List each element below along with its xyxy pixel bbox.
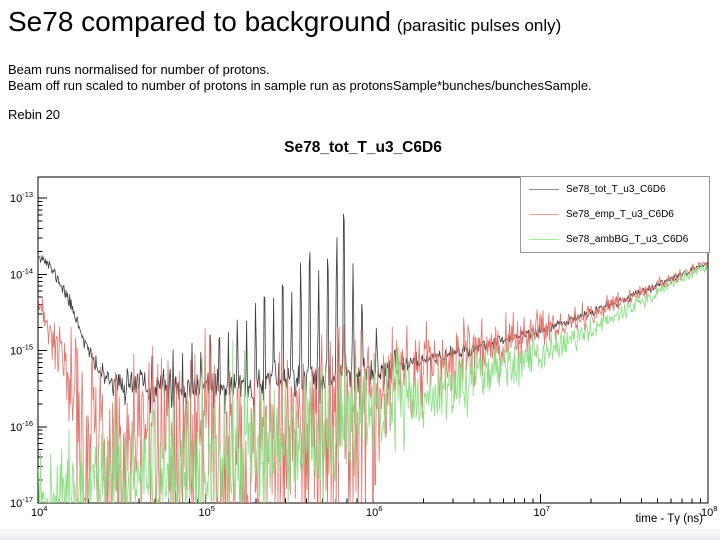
- y-tick-label: 10-17: [10, 495, 33, 510]
- x-axis-title: time - Tγ (ns): [635, 513, 703, 525]
- y-tick-label: 10-15: [10, 343, 33, 358]
- page-title: Se78 compared to background: [8, 6, 391, 37]
- legend-label: Se78_tot_T_u3_C6D6: [566, 184, 666, 195]
- note-normalised: Beam runs normalised for number of proto…: [8, 62, 270, 77]
- legend-line-sample: [529, 189, 559, 190]
- legend-line-sample: [529, 214, 559, 215]
- y-tick-label: 10-14: [10, 266, 33, 281]
- legend-label: Se78_ambBG_T_u3_C6D6: [566, 234, 689, 245]
- x-tick-label: 108: [701, 504, 717, 519]
- header: Se78 compared to background (parasitic pu…: [8, 6, 561, 38]
- legend: Se78_tot_T_u3_C6D6 Se78_emp_T_u3_C6D6 Se78…: [520, 176, 710, 253]
- y-tick-label: 10-13: [10, 190, 33, 205]
- x-tick-label: 105: [199, 504, 215, 519]
- note-rebin: Rebin 20: [8, 107, 61, 122]
- note-scaled: Beam off run scaled to number of protons…: [8, 78, 592, 93]
- series-curve-se78_tot_t_u3_c6d6: [38, 213, 708, 426]
- legend-entry-0: Se78_tot_T_u3_C6D6: [521, 177, 709, 202]
- x-tick-label: 107: [534, 504, 550, 519]
- x-tick-label: 104: [31, 504, 47, 519]
- chart-title: Se78_tot_T_u3_C6D6: [284, 139, 442, 156]
- legend-line-sample: [529, 239, 559, 240]
- bottom-edge-strip: [0, 530, 720, 540]
- legend-entry-1: Se78_emp_T_u3_C6D6: [521, 202, 709, 227]
- page-subtitle: (parasitic pulses only): [396, 16, 562, 35]
- legend-entry-2: Se78_ambBG_T_u3_C6D6: [521, 227, 709, 252]
- legend-label: Se78_emp_T_u3_C6D6: [566, 209, 674, 220]
- x-tick-label: 106: [366, 504, 382, 519]
- series-curve-se78_ambbg_t_u3_c6d6: [38, 262, 708, 503]
- y-tick-label: 10-16: [10, 419, 33, 434]
